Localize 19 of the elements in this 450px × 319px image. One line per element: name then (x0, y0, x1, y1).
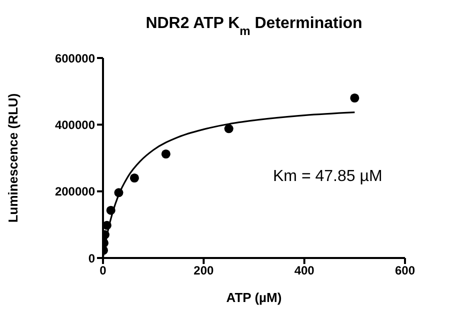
point (106, 206, 116, 215)
point (130, 173, 139, 183)
x-axis-title: ATP (µM) (226, 290, 282, 305)
y-tick-label: 400000 (54, 118, 96, 132)
y-tick-label: 200000 (54, 184, 96, 199)
x-tick-label: 600 (394, 264, 416, 278)
x-tick-label: 400 (294, 264, 315, 278)
annotation: Km = 47.85 µM (273, 168, 382, 185)
point (114, 188, 124, 198)
point (224, 124, 234, 134)
y-tick-label: 600000 (54, 51, 96, 66)
point (161, 149, 170, 159)
y-tick-label: 0 (88, 251, 96, 266)
x-tick-label: 200 (194, 264, 214, 278)
y-axis-title: Luminescence (RLU) (6, 93, 21, 223)
point (103, 220, 112, 230)
chart-title: NDR2 ATP K$_{m}$ Determination (146, 15, 362, 38)
point (350, 93, 360, 103)
x-tick-label: 0 (100, 264, 107, 278)
